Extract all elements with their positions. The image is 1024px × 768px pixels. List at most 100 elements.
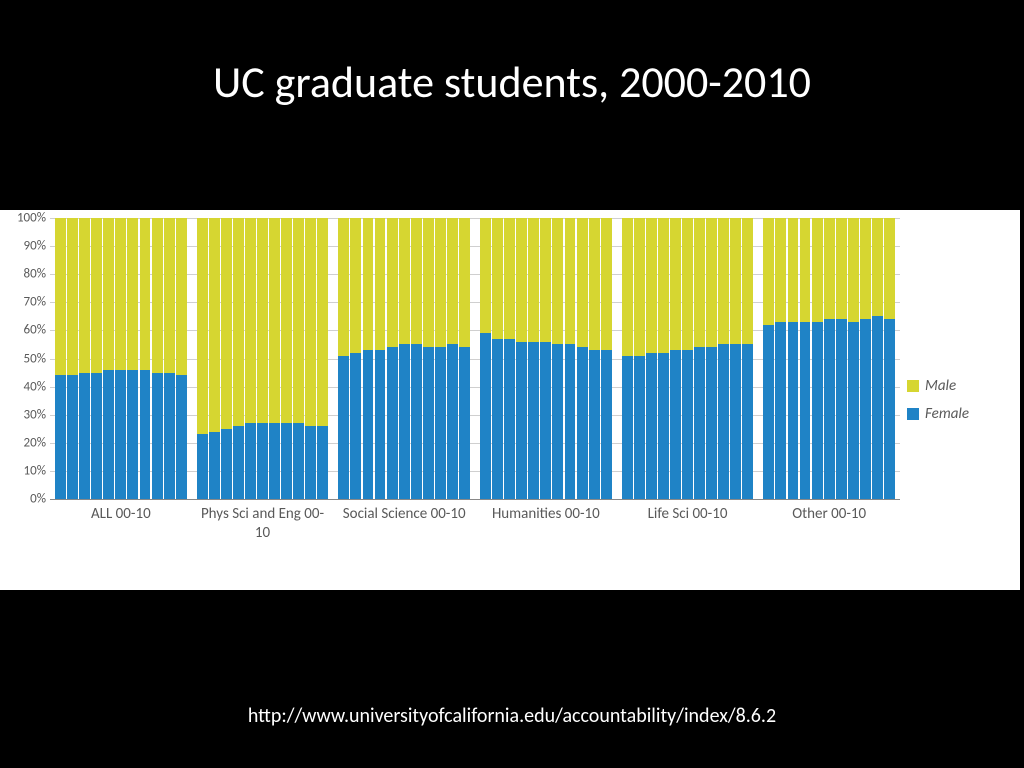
- bar-segment-female: [197, 434, 208, 499]
- bar-segment-female: [601, 350, 612, 499]
- bar-segment-male: [848, 218, 859, 322]
- stacked-bar: [399, 218, 410, 499]
- legend-label: Male: [925, 377, 956, 395]
- stacked-bar: [589, 218, 600, 499]
- bar-segment-male: [399, 218, 410, 344]
- bar-segment-male: [824, 218, 835, 319]
- bar-segment-male: [375, 218, 386, 350]
- bar-segment-male: [176, 218, 187, 375]
- bar-segment-female: [55, 375, 66, 499]
- bar-segment-female: [528, 342, 539, 499]
- legend-item: Female: [907, 405, 1012, 423]
- bar-segment-male: [742, 218, 753, 344]
- bar-segment-female: [788, 322, 799, 499]
- legend-swatch: [907, 380, 919, 392]
- bar-segment-female: [504, 339, 515, 499]
- x-label: Humanities 00-10: [475, 505, 617, 543]
- bar-segment-male: [209, 218, 220, 432]
- stacked-bar: [634, 218, 645, 499]
- legend: Male Female: [907, 210, 1012, 590]
- bar-segment-male: [79, 218, 90, 373]
- bar-segment-male: [622, 218, 633, 356]
- stacked-bar: [103, 218, 114, 499]
- bar-groups: [50, 218, 900, 499]
- bar-segment-female: [115, 370, 126, 499]
- y-tick: 30%: [24, 407, 50, 422]
- bar-segment-female: [658, 353, 669, 499]
- bar-segment-female: [152, 373, 163, 499]
- stacked-bar: [824, 218, 835, 499]
- bar-segment-male: [387, 218, 398, 347]
- bar-segment-male: [127, 218, 138, 370]
- stacked-bar: [55, 218, 66, 499]
- bar-segment-male: [233, 218, 244, 426]
- bar-segment-male: [67, 218, 78, 375]
- stacked-bar: [540, 218, 551, 499]
- y-tick: 10%: [24, 463, 50, 478]
- bar-group: [50, 218, 192, 499]
- bar-segment-male: [245, 218, 256, 423]
- bar-segment-male: [197, 218, 208, 434]
- bar-segment-female: [387, 347, 398, 499]
- y-tick: 100%: [17, 211, 50, 226]
- bar-segment-female: [269, 423, 280, 499]
- stacked-bar: [718, 218, 729, 499]
- stacked-bar: [694, 218, 705, 499]
- bar-segment-female: [423, 347, 434, 499]
- stacked-bar: [140, 218, 151, 499]
- stacked-bar: [91, 218, 102, 499]
- bar-segment-female: [884, 319, 895, 499]
- bar-segment-male: [152, 218, 163, 373]
- stacked-bar: [601, 218, 612, 499]
- stacked-bar: [788, 218, 799, 499]
- bar-segment-female: [350, 353, 361, 499]
- stacked-bar: [565, 218, 576, 499]
- bar-segment-female: [775, 322, 786, 499]
- slide-title: UC graduate students, 2000-2010: [0, 55, 1024, 109]
- bar-segment-male: [860, 218, 871, 319]
- bar-segment-male: [411, 218, 422, 344]
- bar-segment-female: [411, 344, 422, 499]
- stacked-bar: [305, 218, 316, 499]
- bar-segment-female: [140, 370, 151, 499]
- bar-segment-male: [577, 218, 588, 347]
- bar-segment-male: [423, 218, 434, 347]
- bar-segment-male: [103, 218, 114, 370]
- bar-segment-female: [670, 350, 681, 499]
- stacked-bar: [257, 218, 268, 499]
- bar-segment-male: [257, 218, 268, 423]
- bar-segment-male: [164, 218, 175, 373]
- stacked-bar: [67, 218, 78, 499]
- stacked-bar: [375, 218, 386, 499]
- stacked-bar: [480, 218, 491, 499]
- y-tick: 90%: [24, 239, 50, 254]
- bar-segment-male: [730, 218, 741, 344]
- bar-segment-female: [209, 432, 220, 499]
- bar-segment-male: [447, 218, 458, 344]
- stacked-bar: [176, 218, 187, 499]
- bar-segment-female: [763, 325, 774, 499]
- y-tick: 80%: [24, 267, 50, 282]
- stacked-bar: [622, 218, 633, 499]
- stacked-bar: [115, 218, 126, 499]
- stacked-bar: [682, 218, 693, 499]
- bar-segment-male: [293, 218, 304, 423]
- bar-segment-male: [601, 218, 612, 350]
- bar-segment-female: [375, 350, 386, 499]
- bar-segment-female: [233, 426, 244, 499]
- y-tick: 60%: [24, 323, 50, 338]
- bar-segment-male: [528, 218, 539, 342]
- stacked-bar: [577, 218, 588, 499]
- source-url: http://www.universityofcalifornia.edu/ac…: [0, 704, 1024, 728]
- stacked-bar: [350, 218, 361, 499]
- stacked-bar: [670, 218, 681, 499]
- plot-area: 0%10%20%30%40%50%60%70%80%90%100%: [50, 218, 900, 500]
- bar-segment-female: [480, 333, 491, 499]
- stacked-bar: [221, 218, 232, 499]
- bar-segment-female: [589, 350, 600, 499]
- bar-segment-female: [317, 426, 328, 499]
- bar-segment-male: [305, 218, 316, 426]
- stacked-bar: [197, 218, 208, 499]
- bar-segment-female: [516, 342, 527, 499]
- stacked-bar: [281, 218, 292, 499]
